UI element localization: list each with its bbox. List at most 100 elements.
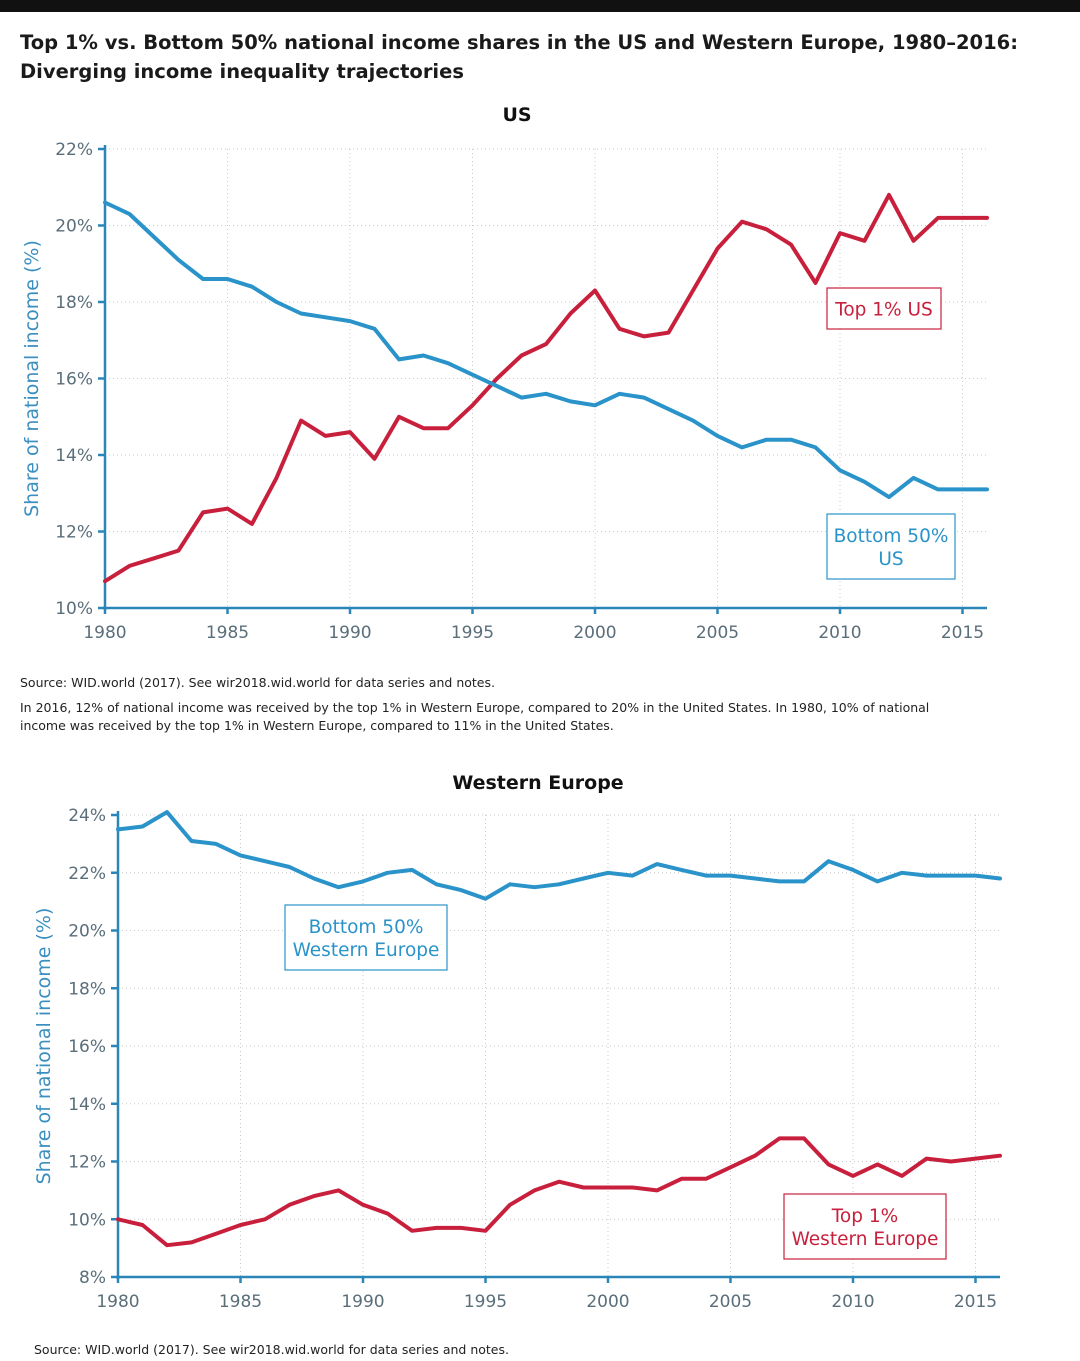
data-point [410, 1229, 414, 1233]
data-point [911, 239, 916, 243]
data-point [581, 1185, 586, 1190]
x-tick-label: 2015 [954, 1292, 997, 1312]
data-point [973, 874, 978, 878]
series-label-box [826, 513, 956, 580]
data-point [728, 1165, 733, 1169]
data-point [764, 438, 769, 442]
data-point [201, 277, 205, 281]
data-point [666, 407, 671, 411]
data-point [924, 1157, 929, 1161]
data-point [434, 882, 439, 886]
data-point [176, 258, 181, 262]
data-point [691, 288, 695, 293]
data-point [557, 882, 561, 886]
data-point [189, 839, 194, 843]
data-point [238, 1223, 243, 1227]
data-point [299, 311, 303, 316]
data-point [274, 300, 279, 304]
data-point [519, 353, 524, 358]
data-point [385, 1211, 390, 1216]
data-point [617, 392, 622, 396]
x-tick-label: 1980 [96, 1292, 139, 1312]
data-point [753, 1154, 757, 1158]
data-point [495, 376, 499, 381]
x-tick-label: 2010 [818, 623, 861, 643]
data-point [753, 876, 757, 881]
data-point [103, 579, 107, 583]
x-tick-label: 1995 [451, 623, 494, 643]
data-point [949, 874, 953, 878]
data-point [152, 235, 156, 239]
data-point [421, 426, 426, 430]
data-point [225, 277, 230, 281]
data-point [887, 495, 891, 499]
data-point [568, 311, 573, 316]
data-point [348, 319, 352, 323]
data-point [152, 556, 156, 560]
data-point [397, 357, 401, 361]
data-point [593, 288, 597, 293]
data-point [642, 396, 646, 400]
data-point [887, 193, 891, 197]
data-point [789, 438, 793, 442]
x-tick-label: 1990 [328, 623, 371, 643]
data-point [372, 457, 377, 461]
data-point [410, 868, 414, 872]
x-tick-label: 2015 [941, 623, 984, 643]
source-note-eu: Source: WID.world (2017). See wir2018.wi… [34, 1342, 509, 1357]
y-tick-label: 14% [55, 446, 93, 466]
data-point [875, 879, 880, 884]
data-point [679, 868, 684, 872]
data-point [764, 227, 769, 231]
series-line-bottom-50-us [103, 200, 989, 500]
data-point [606, 1185, 610, 1190]
data-point [483, 897, 488, 901]
data-point [459, 1226, 463, 1230]
data-point [519, 396, 524, 400]
data-point [508, 882, 512, 886]
data-point [508, 1203, 512, 1207]
data-point [263, 1217, 267, 1221]
data-point [973, 1157, 978, 1161]
data-point [250, 522, 254, 526]
y-tick-label: 10% [55, 599, 93, 619]
data-point [323, 315, 328, 319]
data-point [336, 1188, 341, 1192]
y-tick-label: 22% [68, 864, 106, 884]
series-label: Top 1% US [834, 300, 933, 321]
data-point [900, 871, 904, 875]
data-point [312, 876, 316, 881]
description-line-2: income was received by the top 1% in Wes… [20, 718, 614, 733]
data-point [802, 879, 806, 884]
data-point [875, 1162, 880, 1166]
data-point [361, 1203, 365, 1207]
data-point [838, 231, 842, 235]
y-tick-label: 12% [68, 1153, 106, 1173]
data-point [470, 373, 475, 377]
data-point [446, 361, 450, 365]
data-point [165, 1243, 169, 1247]
data-point [434, 1226, 439, 1230]
data-point [287, 1203, 292, 1207]
y-tick-label: 18% [68, 979, 106, 999]
data-point [630, 1185, 635, 1190]
x-tick-label: 1985 [219, 1292, 262, 1312]
source-note-us: Source: WID.world (2017). See wir2018.wi… [20, 675, 495, 690]
y-tick-label: 8% [79, 1268, 106, 1288]
y-tick-label: 10% [68, 1210, 106, 1230]
x-tick-label: 1995 [464, 1292, 507, 1312]
data-point [838, 468, 842, 472]
data-point [225, 506, 230, 511]
data-point [274, 476, 279, 480]
data-point [655, 1188, 659, 1192]
data-point [666, 331, 671, 335]
data-point [715, 434, 720, 438]
data-point [606, 871, 610, 875]
data-point [581, 876, 586, 881]
data-point [470, 403, 475, 407]
data-point [116, 827, 120, 832]
y-tick-label: 16% [68, 1037, 106, 1057]
data-point [642, 334, 646, 339]
data-point [140, 1223, 145, 1227]
title-line-2: Diverging income inequality trajectories [20, 60, 464, 83]
